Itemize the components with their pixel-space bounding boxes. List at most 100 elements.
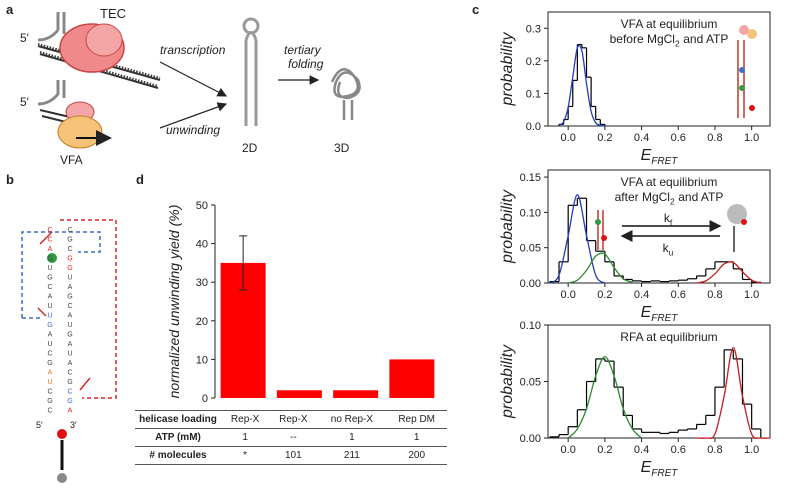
- table-cell: 101: [269, 446, 318, 465]
- bar: [276, 390, 322, 398]
- nucleotide: A: [48, 332, 53, 339]
- fit-curve: [567, 355, 643, 439]
- x-tick-label: 0.8: [707, 289, 722, 301]
- table-cell: helicase loading: [135, 410, 221, 429]
- plot-frame: [547, 169, 771, 284]
- x-axis-label-text: E: [641, 304, 652, 321]
- x-tick-label: 0.8: [707, 444, 722, 456]
- nucleotide: A: [68, 360, 73, 367]
- nucleotide: G: [47, 275, 52, 282]
- nucleotide: C: [47, 284, 52, 291]
- nucleotide: G: [67, 265, 72, 272]
- table-cell: *: [221, 446, 270, 465]
- label: 5′: [20, 31, 30, 45]
- table-cell: # molecules: [135, 446, 221, 465]
- error-bar: [239, 235, 248, 291]
- panel-label: a: [6, 2, 14, 17]
- nucleotide: C: [67, 389, 72, 396]
- table-cell: Rep DM: [386, 410, 447, 429]
- annotation-subscript: 2: [675, 39, 680, 49]
- nucleotide: C: [47, 351, 52, 358]
- y-tick-label: 0.10: [520, 320, 541, 332]
- y-tick-label: 0.15: [520, 172, 541, 184]
- fit-curve: [567, 252, 633, 284]
- annotation-text: k: [664, 211, 671, 225]
- y-tick-label: 20: [196, 316, 208, 328]
- x-axis-label: EFRET: [641, 304, 679, 324]
- annotation-subscript: 2: [670, 197, 675, 207]
- x-tick-label: 0.2: [597, 132, 612, 144]
- table-cell: 200: [386, 446, 447, 465]
- annotation-text: k: [663, 241, 670, 255]
- nucleotide: G: [47, 256, 52, 263]
- y-tick-label: 0: [202, 393, 208, 405]
- table-cell: --: [269, 428, 318, 447]
- x-tick-label: 0.6: [671, 444, 686, 456]
- nucleotide: U: [67, 322, 72, 329]
- table-cell: 1: [221, 428, 270, 447]
- panel-label: c: [472, 2, 479, 17]
- annotation-text: after MgCl: [615, 190, 670, 204]
- x-axis-label-subscript: FRET: [651, 313, 678, 324]
- x-tick-label: 0.0: [561, 132, 576, 144]
- x-tick-label: 0.8: [707, 132, 722, 144]
- nucleotide: U: [47, 379, 52, 386]
- label: folding: [288, 57, 324, 71]
- x-tick-label: 0.6: [671, 132, 686, 144]
- nucleotide: G: [67, 398, 72, 405]
- table-cell: 211: [317, 446, 387, 465]
- annotation: RFA at equilibrium: [620, 330, 717, 344]
- annotation-subscript: u: [669, 248, 674, 258]
- nucleotide: A: [48, 370, 53, 377]
- x-tick-label: 0.6: [671, 289, 686, 301]
- nucleotide: U: [67, 275, 72, 282]
- table-cell: ATP (mM): [135, 428, 221, 447]
- nucleotide: C: [67, 227, 72, 234]
- label: 5′: [36, 420, 43, 430]
- x-tick-label: 0.2: [597, 444, 612, 456]
- diagram-a: [37, 12, 361, 149]
- nucleotide: C: [47, 389, 52, 396]
- annotation: kf: [664, 211, 673, 228]
- y-axis-label: probability: [499, 189, 516, 264]
- x-tick-label: 1.0: [744, 289, 759, 301]
- label: unwinding: [166, 123, 220, 137]
- x-tick-label: 0.0: [561, 289, 576, 301]
- x-tick-label: 0.4: [634, 444, 649, 456]
- y-tick-label: 0.00: [520, 278, 541, 290]
- nucleotide: A: [68, 408, 73, 415]
- table-row: helicase loading Rep-X Rep-X no Rep-X Rep DM: [135, 410, 447, 429]
- nucleotide: G: [67, 379, 72, 386]
- nucleotide: A: [68, 313, 73, 320]
- fit-curve: [558, 44, 605, 127]
- nucleotide: A: [48, 246, 53, 253]
- x-tick-label: 1.0: [744, 132, 759, 144]
- table-cell: Rep-X: [269, 410, 318, 429]
- nucleotide: G: [67, 294, 72, 301]
- y-tick-label: 50: [196, 200, 208, 212]
- x-tick-label: 0.2: [597, 289, 612, 301]
- nucleotide: G: [67, 237, 72, 244]
- nucleotide: G: [47, 398, 52, 405]
- conditions-table: helicase loading Rep-X Rep-X no Rep-X Rep DM…: [135, 410, 447, 465]
- diagram-b: [21, 219, 117, 483]
- nucleotide: C: [67, 303, 72, 310]
- table-row: # molecules * 101 211 200: [135, 446, 447, 465]
- bar: [333, 390, 379, 398]
- x-tick-label: 0.4: [634, 132, 649, 144]
- x-axis-label-subscript: FRET: [651, 468, 678, 479]
- nucleotide: A: [68, 341, 73, 348]
- inset-glyphs: [595, 25, 757, 252]
- nucleotide: C: [67, 370, 72, 377]
- y-axis-label: probability: [499, 344, 516, 419]
- label: 5′: [20, 95, 30, 109]
- nucleotide: G: [67, 332, 72, 339]
- table-cell: 1: [317, 428, 387, 447]
- x-tick-label: 1.0: [744, 444, 759, 456]
- annotation: ku: [663, 241, 674, 258]
- y-tick-label: 40: [196, 239, 208, 251]
- annotation-subscript: f: [670, 218, 673, 228]
- x-axis-label: EFRET: [641, 147, 679, 167]
- nucleotide: G: [67, 256, 72, 263]
